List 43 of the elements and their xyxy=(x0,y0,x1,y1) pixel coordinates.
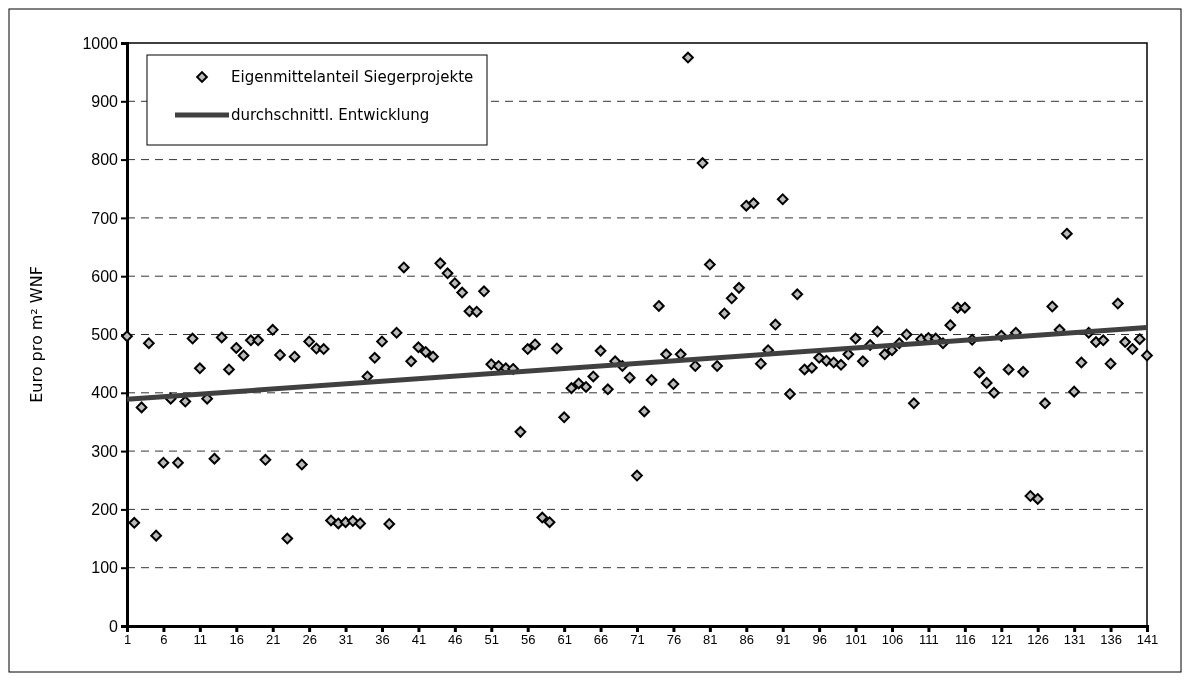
y-tick-label: 600 xyxy=(91,267,119,285)
x-tick-label: 91 xyxy=(775,632,791,648)
x-tick-label: 36 xyxy=(375,632,390,648)
legend-label: Eigenmittelanteil Siegerprojekte xyxy=(231,68,474,86)
x-tick-label: 111 xyxy=(919,632,939,648)
x-tick-label: 41 xyxy=(411,632,427,648)
x-tick-label: 136 xyxy=(1100,632,1122,648)
x-tick-label: 141 xyxy=(1136,632,1159,648)
legend-label: durchschnittl. Entwicklung xyxy=(231,106,430,124)
y-tick-label: 200 xyxy=(91,501,119,519)
x-tick-label: 76 xyxy=(666,632,682,648)
x-tick-label: 31 xyxy=(338,632,354,648)
y-tick-label: 400 xyxy=(91,384,119,402)
x-tick-label: 116 xyxy=(954,632,976,648)
y-tick-label: 100 xyxy=(91,559,119,577)
y-axis-title: Euro pro m² WNF xyxy=(27,266,46,403)
x-tick-label: 101 xyxy=(845,632,867,648)
x-tick-label: 131 xyxy=(1063,632,1086,648)
x-tick-label: 6 xyxy=(160,632,168,648)
y-tick-label: 800 xyxy=(91,151,119,169)
y-tick-label: 700 xyxy=(91,209,119,227)
x-tick-label: 66 xyxy=(593,632,609,648)
x-tick-label: 121 xyxy=(990,632,1013,648)
x-tick-label: 106 xyxy=(881,632,904,648)
y-tick-label: 500 xyxy=(91,326,119,344)
x-tick-label: 51 xyxy=(484,632,500,648)
x-tick-label: 61 xyxy=(557,632,572,648)
x-tick-label: 46 xyxy=(448,632,463,648)
x-tick-label: 86 xyxy=(739,632,755,648)
y-tick-label: 0 xyxy=(109,617,119,635)
x-tick-label: 26 xyxy=(302,632,317,648)
x-tick-label: 71 xyxy=(630,632,645,648)
x-tick-label: 56 xyxy=(520,632,536,648)
y-tick-label: 1000 xyxy=(82,34,119,52)
x-tick-label: 16 xyxy=(229,632,245,648)
x-tick-label: 21 xyxy=(265,632,281,648)
x-tick-label: 96 xyxy=(812,632,827,648)
y-tick-label: 900 xyxy=(91,92,119,110)
x-tick-label: 81 xyxy=(703,632,718,648)
y-tick-label: 300 xyxy=(91,442,119,460)
x-tick-label: 1 xyxy=(123,632,132,648)
x-tick-label: 126 xyxy=(1027,632,1050,648)
x-tick-label: 11 xyxy=(193,632,208,648)
